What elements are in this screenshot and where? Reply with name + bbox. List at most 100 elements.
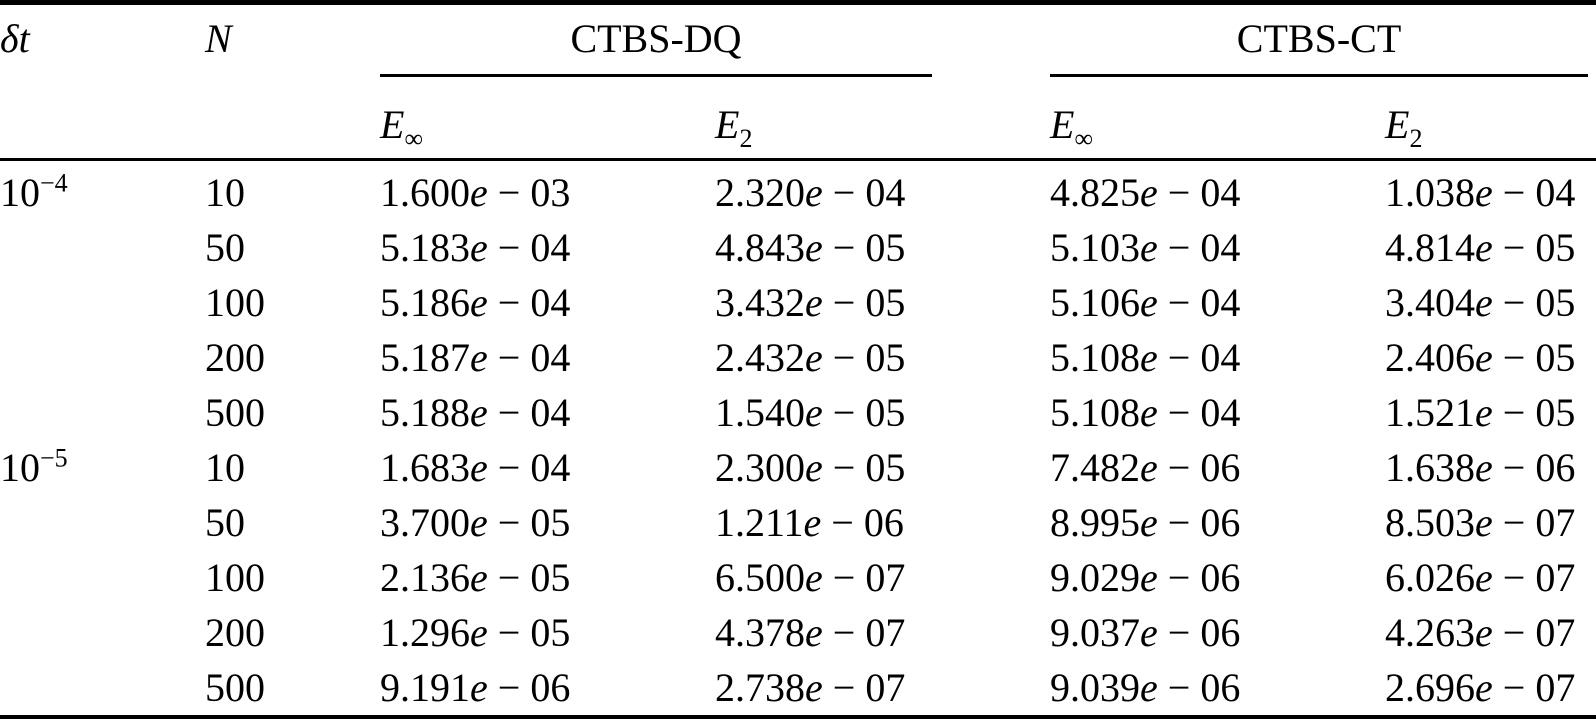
cell-ct-einf: 5.106e − 04	[1050, 280, 1241, 325]
subheader-row: E∞ E2 E∞ E2	[0, 80, 1596, 161]
cell-ct-einf: 9.037e − 06	[1050, 610, 1241, 655]
cell-ct-e2: 3.404e − 05	[1385, 280, 1576, 325]
table-row: 50 5.183e − 04 4.843e − 05 5.103e − 04 4…	[0, 220, 1596, 275]
ctbs-dq-underline: CTBS-DQ	[380, 15, 933, 77]
dt-exponent: −5	[40, 443, 68, 473]
cell-n: 200	[205, 335, 265, 380]
cell-dq-einf: 5.188e − 04	[380, 390, 571, 435]
cell-dq-einf: 2.136e − 05	[380, 555, 571, 600]
cell-dq-e2: 4.843e − 05	[715, 225, 906, 270]
cell-ct-einf: 8.995e − 06	[1050, 500, 1241, 545]
cell-dt	[0, 660, 205, 717]
cell-ct-einf: 5.108e − 04	[1050, 390, 1241, 435]
table-row: 100 5.186e − 04 3.432e − 05 5.106e − 04 …	[0, 275, 1596, 330]
cell-ct-einf: 9.039e − 06	[1050, 665, 1241, 710]
cell-dq-e2: 6.500e − 07	[715, 555, 906, 600]
cell-ct-einf: 7.482e − 06	[1050, 445, 1241, 490]
col-header-dt: δt	[0, 3, 205, 81]
inf-subscript: ∞	[1074, 124, 1093, 153]
group-header-row: δt N CTBS-DQ CTBS-CT	[0, 3, 1596, 81]
cell-dq-e2: 1.540e − 05	[715, 390, 906, 435]
table-row: 500 5.188e − 04 1.540e − 05 5.108e − 04 …	[0, 385, 1596, 440]
cell-ct-e2: 2.406e − 05	[1385, 335, 1576, 380]
cell-dq-e2: 1.211e − 06	[715, 500, 904, 545]
cell-dt: 10−4	[0, 160, 205, 221]
cell-dq-einf: 1.683e − 04	[380, 445, 571, 490]
cell-dq-e2: 2.300e − 05	[715, 445, 906, 490]
col-header-dq-e2: E2	[715, 80, 1051, 161]
inf-subscript: ∞	[404, 124, 423, 153]
cell-ct-einf: 9.029e − 06	[1050, 555, 1241, 600]
cell-ct-e2: 8.503e − 07	[1385, 500, 1576, 545]
cell-dq-einf: 5.187e − 04	[380, 335, 571, 380]
e-symbol: E	[715, 102, 740, 147]
cell-n: 500	[205, 665, 265, 710]
cell-dt	[0, 495, 205, 550]
subheader-empty-n	[205, 80, 380, 161]
cell-dt	[0, 385, 205, 440]
cell-ct-e2: 1.521e − 05	[1385, 390, 1576, 435]
col-header-n: N	[205, 3, 380, 81]
e-symbol: E	[1385, 102, 1410, 147]
e-symbol: E	[380, 102, 405, 147]
cell-dq-e2: 2.432e − 05	[715, 335, 906, 380]
cell-dq-e2: 2.738e − 07	[715, 665, 906, 710]
cell-n: 10	[205, 445, 245, 490]
table-row: 200 1.296e − 05 4.378e − 07 9.037e − 06 …	[0, 605, 1596, 660]
cell-dq-einf: 9.191e − 06	[380, 665, 571, 710]
table-body: 10−4 10 1.600e − 03 2.320e − 04 4.825e −…	[0, 160, 1596, 718]
cell-ct-einf: 5.108e − 04	[1050, 335, 1241, 380]
cell-n: 100	[205, 555, 265, 600]
cell-dq-e2: 3.432e − 05	[715, 280, 906, 325]
cell-ct-e2: 4.814e − 05	[1385, 225, 1576, 270]
cell-ct-e2: 2.696e − 07	[1385, 665, 1576, 710]
dt-label: δt	[0, 16, 30, 61]
cell-n: 10	[205, 170, 245, 215]
table-row: 500 9.191e − 06 2.738e − 07 9.039e − 06 …	[0, 660, 1596, 717]
dt-exponent: −4	[40, 168, 68, 198]
table-row: 200 5.187e − 04 2.432e − 05 5.108e − 04 …	[0, 330, 1596, 385]
e-symbol: E	[1050, 102, 1075, 147]
table-header: δt N CTBS-DQ CTBS-CT E∞ E2 E∞ E2	[0, 3, 1596, 161]
col-header-ct-e2: E2	[1385, 80, 1596, 161]
cell-dt	[0, 275, 205, 330]
col-header-dq-einf: E∞	[380, 80, 715, 161]
cell-dt: 10−5	[0, 440, 205, 495]
cell-dq-e2: 2.320e − 04	[715, 170, 906, 215]
ctbs-ct-label: CTBS-CT	[1236, 16, 1402, 61]
cell-n: 100	[205, 280, 265, 325]
cell-ct-e2: 6.026e − 07	[1385, 555, 1576, 600]
table-row: 50 3.700e − 05 1.211e − 06 8.995e − 06 8…	[0, 495, 1596, 550]
cell-dq-einf: 1.600e − 03	[380, 170, 571, 215]
group-header-ctbs-ct: CTBS-CT	[1050, 3, 1596, 81]
subheader-empty-dt	[0, 80, 205, 161]
dt-value: 10	[0, 170, 40, 215]
n-label: N	[205, 16, 232, 61]
table-row: 100 2.136e − 05 6.500e − 07 9.029e − 06 …	[0, 550, 1596, 605]
two-subscript: 2	[739, 124, 753, 153]
cell-ct-einf: 5.103e − 04	[1050, 225, 1241, 270]
cell-ct-e2: 4.263e − 07	[1385, 610, 1576, 655]
cell-dt	[0, 330, 205, 385]
cell-n: 200	[205, 610, 265, 655]
cell-ct-einf: 4.825e − 04	[1050, 170, 1241, 215]
cell-dt	[0, 220, 205, 275]
cell-dq-e2: 4.378e − 07	[715, 610, 906, 655]
ctbs-dq-label: CTBS-DQ	[570, 16, 742, 61]
two-subscript: 2	[1409, 124, 1423, 153]
cell-dq-einf: 3.700e − 05	[380, 500, 571, 545]
cell-ct-e2: 1.038e − 04	[1385, 170, 1576, 215]
cell-ct-e2: 1.638e − 06	[1385, 445, 1576, 490]
cell-n: 50	[205, 225, 245, 270]
ctbs-ct-underline: CTBS-CT	[1050, 15, 1589, 77]
cell-dt	[0, 605, 205, 660]
cell-n: 500	[205, 390, 265, 435]
table-row: 10−4 10 1.600e − 03 2.320e − 04 4.825e −…	[0, 160, 1596, 221]
cell-dq-einf: 5.183e − 04	[380, 225, 571, 270]
cell-dq-einf: 1.296e − 05	[380, 610, 571, 655]
col-header-ct-einf: E∞	[1050, 80, 1386, 161]
group-header-ctbs-dq: CTBS-DQ	[380, 3, 1050, 81]
cell-n: 50	[205, 500, 245, 545]
cell-dq-einf: 5.186e − 04	[380, 280, 571, 325]
